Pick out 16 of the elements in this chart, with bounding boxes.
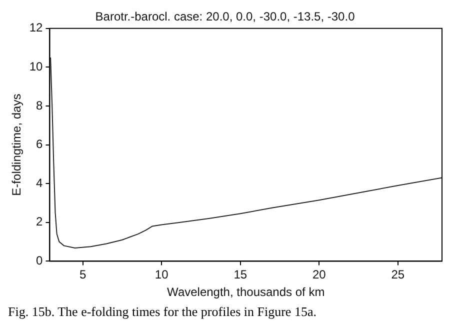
y-tick-label: 2: [36, 214, 44, 229]
x-tick-label: 15: [234, 268, 248, 282]
y-axis-title: E-foldingtime, days: [10, 94, 24, 196]
y-tick-label: 0: [36, 254, 44, 268]
x-tick-label: 25: [391, 268, 405, 282]
x-tick-label: 20: [312, 268, 326, 282]
x-tick-label: 10: [154, 268, 169, 282]
y-tick-label: 8: [36, 98, 44, 112]
y-tick-label: 6: [36, 137, 44, 152]
y-tick-label: 4: [36, 176, 44, 190]
caption: Fig. 15b. The e-folding times for the profiles in Figure 15a.: [8, 304, 318, 320]
chart-title: Barotr.-barocl. case: 20.0, 0.0, -30.0, -13.5, -30.0: [95, 10, 356, 24]
x-tick-label: 5: [79, 268, 86, 282]
y-tick-label: 12: [29, 20, 44, 35]
x-axis-title: Wavelength, thousands of km: [167, 285, 325, 300]
y-tick-label: 10: [29, 60, 44, 74]
